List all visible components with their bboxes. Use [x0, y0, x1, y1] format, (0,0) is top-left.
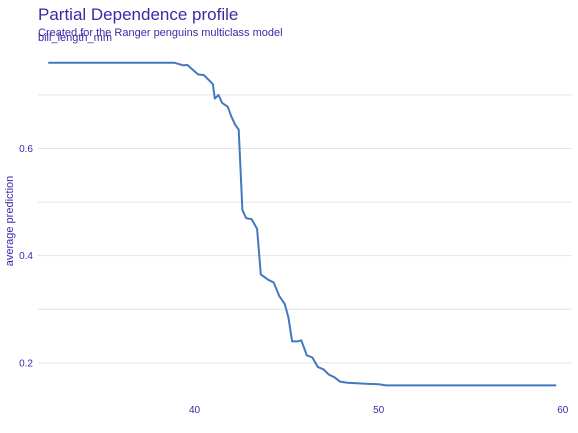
data-point: [267, 279, 269, 281]
data-point: [346, 382, 348, 384]
data-point: [197, 74, 199, 76]
points-layer: [48, 62, 556, 387]
data-point: [227, 106, 229, 108]
data-point: [273, 282, 275, 284]
data-point: [278, 295, 280, 297]
data-point: [365, 383, 367, 385]
y-tick-label: 0.2: [19, 358, 33, 369]
data-point: [241, 209, 243, 211]
x-tick-label: 40: [189, 405, 201, 416]
tick-labels: 0.2 0.4 0.6 40 50 60: [19, 144, 569, 416]
data-point: [256, 228, 258, 230]
data-point: [212, 83, 214, 85]
facet-label: bill_length_mm: [38, 32, 112, 44]
data-point: [203, 74, 205, 76]
data-point: [488, 384, 490, 386]
data-point: [311, 357, 313, 359]
data-point: [157, 62, 159, 64]
chart-subtitle: Created for the Ranger penguins multicla…: [38, 27, 283, 39]
data-point: [334, 376, 336, 378]
series-line: [48, 61, 557, 387]
data-point: [221, 102, 223, 104]
data-point: [83, 62, 85, 64]
data-point: [183, 64, 185, 66]
data-point: [291, 340, 293, 342]
data-point: [284, 303, 286, 305]
data-point: [264, 276, 266, 278]
data-point: [208, 79, 210, 81]
data-point: [378, 383, 380, 385]
data-point: [48, 62, 50, 64]
data-point: [525, 384, 527, 386]
data-point: [120, 62, 122, 64]
data-point: [322, 368, 324, 370]
data-point: [396, 384, 398, 386]
x-tick-label: 60: [557, 405, 569, 416]
data-point: [356, 382, 358, 384]
data-point: [451, 384, 453, 386]
data-point: [287, 316, 289, 318]
data-point: [306, 354, 308, 356]
data-point: [218, 94, 220, 96]
data-point: [238, 129, 240, 131]
data-point: [245, 217, 247, 219]
data-point: [554, 384, 556, 386]
data-point: [260, 273, 262, 275]
data-point: [415, 384, 417, 386]
data-point: [251, 218, 253, 220]
data-point: [230, 115, 232, 117]
data-point: [339, 381, 341, 383]
series-layer: [48, 61, 557, 387]
data-point: [317, 366, 319, 368]
data-point: [297, 340, 299, 342]
chart-title: Partial Dependence profile: [38, 5, 239, 24]
data-point: [385, 384, 387, 386]
data-point: [328, 374, 330, 376]
data-point: [186, 64, 188, 66]
y-axis-title: average prediction: [4, 176, 16, 267]
y-tick-label: 0.4: [19, 251, 33, 262]
data-point: [214, 98, 216, 100]
data-point: [300, 339, 302, 341]
data-point: [173, 62, 175, 64]
data-point: [234, 123, 236, 125]
x-tick-label: 50: [373, 405, 385, 416]
gridlines: [38, 94, 572, 364]
y-tick-label: 0.6: [19, 144, 33, 155]
